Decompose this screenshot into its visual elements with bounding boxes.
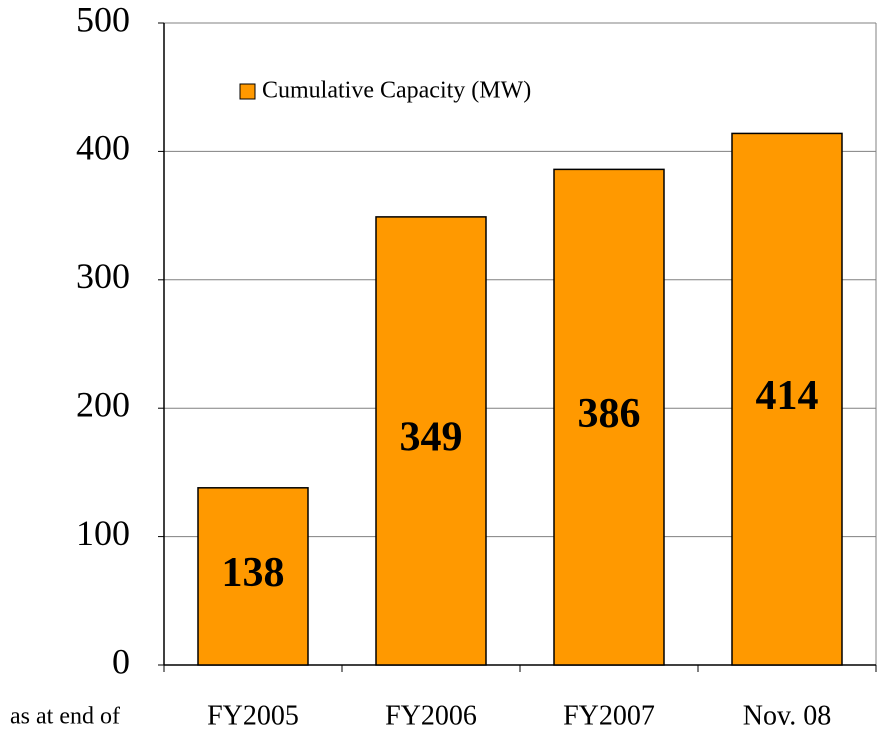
y-tick-label: 200 <box>76 384 130 424</box>
x-tick-label: FY2006 <box>385 700 477 731</box>
x-tick-label: FY2007 <box>563 700 655 731</box>
bar <box>375 216 487 666</box>
bar <box>553 168 665 666</box>
x-tick-label: Nov. 08 <box>743 700 831 731</box>
y-tick-label: 0 <box>112 641 130 681</box>
x-annotation: as at end of <box>10 704 120 730</box>
y-tick-label: 300 <box>76 256 130 296</box>
value-label: 386 <box>578 391 641 437</box>
value-label: 414 <box>756 373 819 419</box>
y-tick-label: 400 <box>76 128 130 168</box>
legend-swatch <box>239 83 256 100</box>
value-label: 349 <box>400 415 463 461</box>
x-tick-label: FY2005 <box>207 700 299 731</box>
y-tick-label: 500 <box>76 0 130 39</box>
y-tick-label: 100 <box>76 513 130 553</box>
bar <box>731 132 843 666</box>
legend-label: Cumulative Capacity (MW) <box>262 78 531 104</box>
value-label: 138 <box>222 550 285 596</box>
bar <box>197 487 309 666</box>
